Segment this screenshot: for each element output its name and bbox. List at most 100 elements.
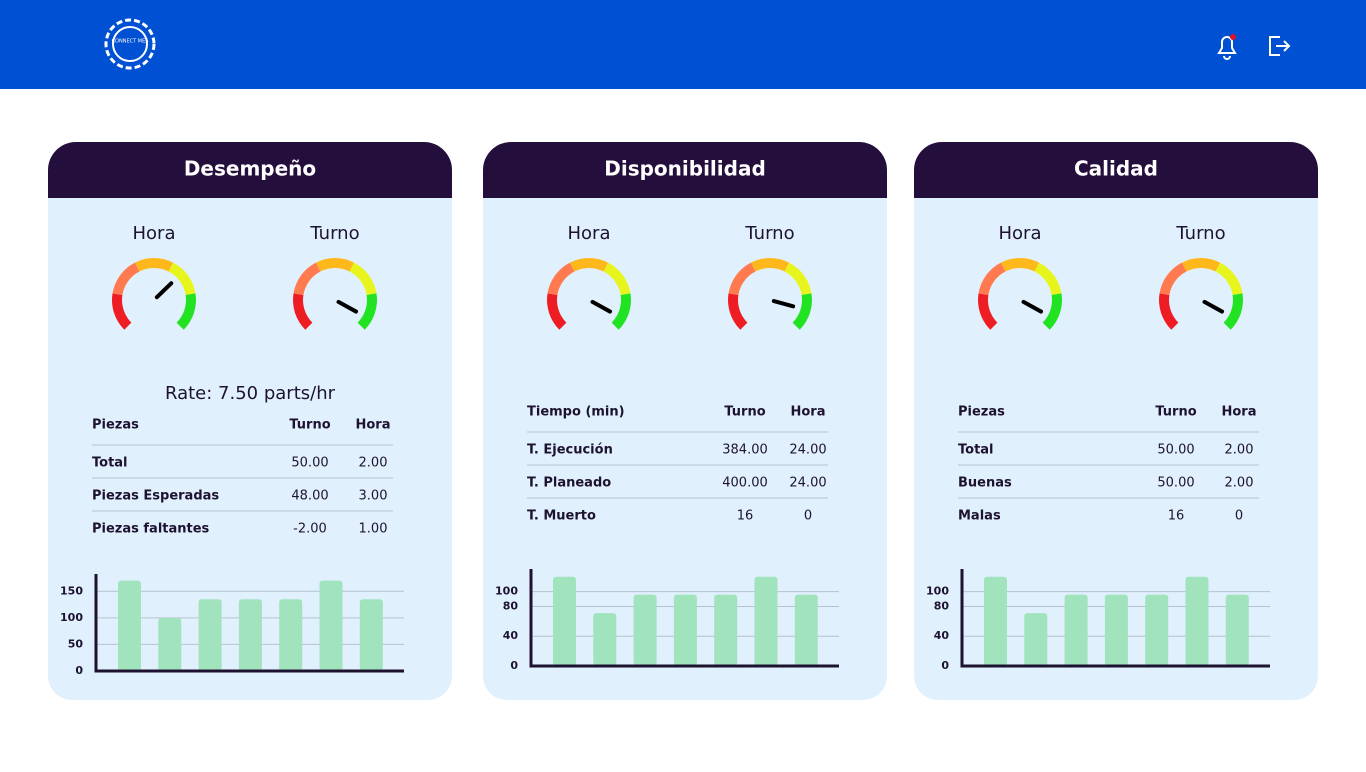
y-tick-label: 100 <box>60 611 83 624</box>
y-tick-label: 80 <box>934 599 950 612</box>
gauge-segment <box>1215 262 1243 296</box>
table-cell: Piezas faltantes <box>92 522 210 537</box>
panel-card <box>48 142 452 700</box>
table-cell: 1.00 <box>359 522 388 537</box>
table-cell: T. Planeado <box>527 476 611 491</box>
notifications-icon[interactable] <box>1217 34 1237 60</box>
y-tick-label: 150 <box>60 584 83 597</box>
table-cell: T. Ejecución <box>527 443 613 458</box>
gauge-needle <box>1202 299 1225 314</box>
bar <box>754 576 778 666</box>
gauge-segment <box>547 293 567 330</box>
table-cell: 24.00 <box>789 476 826 491</box>
axis <box>960 569 1270 668</box>
table-header: Piezas <box>958 405 1005 420</box>
table-cell: 0 <box>1235 509 1243 524</box>
gauge-segment <box>293 262 321 296</box>
logout-icon[interactable] <box>1269 36 1291 56</box>
table-cell: 24.00 <box>789 443 826 458</box>
bar <box>633 594 657 666</box>
y-tick-label: 40 <box>934 629 950 642</box>
bar <box>1225 594 1249 666</box>
bar <box>198 599 222 671</box>
gauge-segment <box>611 293 631 330</box>
brand: CONNECT MES <box>112 39 149 45</box>
gauge-label: Hora <box>999 223 1042 244</box>
logo[interactable]: CONNECT MES <box>104 18 156 70</box>
gauge-segment <box>728 262 756 296</box>
bar <box>319 580 343 671</box>
gauge-label: Turno <box>1175 223 1225 244</box>
gauge-segment <box>176 293 196 330</box>
bar <box>1104 594 1128 666</box>
table-header: Hora <box>791 405 826 420</box>
table-cell: 400.00 <box>722 476 768 491</box>
table-cell: 0 <box>804 509 812 524</box>
table-cell: T. Muerto <box>527 509 596 524</box>
panel-title: Disponibilidad <box>604 157 766 181</box>
table-cell: -2.00 <box>293 522 327 537</box>
gauge-segment <box>750 258 790 272</box>
table-cell: 16 <box>737 509 754 524</box>
table-cell: 2.00 <box>1225 476 1254 491</box>
bar <box>714 594 738 666</box>
table-cell: 384.00 <box>722 443 768 458</box>
bar <box>794 594 818 666</box>
gauge-needle <box>771 299 796 309</box>
axis <box>529 569 839 668</box>
y-tick-label: 100 <box>495 585 518 598</box>
bar <box>553 576 576 666</box>
table-cell: Piezas Esperadas <box>92 489 219 504</box>
gauge-label: Hora <box>133 223 176 244</box>
table-cell: 48.00 <box>291 489 328 504</box>
panel-card <box>914 142 1318 700</box>
y-tick-label: 0 <box>75 664 83 677</box>
bar <box>1145 594 1169 666</box>
table-header: Tiempo (min) <box>527 405 625 420</box>
bar <box>593 613 617 666</box>
table-cell: 2.00 <box>359 456 388 471</box>
gauge-segment <box>168 262 196 296</box>
gauge-segment <box>547 262 575 296</box>
gauge-segment <box>1042 293 1062 330</box>
panel: Desempeño Hora Turno Rate: 7.50 parts/hr Pie… <box>48 142 452 700</box>
table-header: Hora <box>1222 405 1257 420</box>
bar <box>279 599 303 671</box>
panel-header <box>483 142 887 198</box>
top-bar <box>0 0 1366 89</box>
gauge-segment <box>112 262 140 296</box>
y-tick-label: 50 <box>68 637 84 650</box>
table-cell: 50.00 <box>1157 443 1194 458</box>
gauge-segment <box>784 262 812 296</box>
bar <box>238 599 262 671</box>
gauge-segment <box>1000 258 1040 272</box>
gauge-segment <box>1034 262 1062 296</box>
gauge-segment <box>728 293 748 330</box>
panel-card <box>483 142 887 700</box>
y-tick-label: 0 <box>941 659 949 672</box>
bar <box>1185 576 1209 666</box>
gauge-segment <box>134 258 174 272</box>
gauge-segment <box>978 293 998 330</box>
bar <box>118 580 141 671</box>
gauge-segment <box>792 293 812 330</box>
table-cell: 16 <box>1168 509 1185 524</box>
bar <box>1024 613 1048 666</box>
table-header: Turno <box>1155 405 1196 420</box>
gauge-segment <box>1159 293 1179 330</box>
panel-title: Calidad <box>1074 157 1158 181</box>
rate: Rate: 7.50 parts/hr <box>165 383 336 404</box>
table-cell: 50.00 <box>1157 476 1194 491</box>
y-tick-label: 40 <box>503 629 519 642</box>
panel-header <box>914 142 1318 198</box>
bar <box>673 594 697 666</box>
bar <box>359 599 383 671</box>
gauge-segment <box>357 293 377 330</box>
panel: Calidad Hora Turno Piezas Turno Hora Total 50.0… <box>914 142 1318 700</box>
table-header: Hora <box>356 418 391 433</box>
panel: Disponibilidad Hora Turno Tiempo (min) Turno… <box>483 142 887 700</box>
y-tick-label: 100 <box>926 585 949 598</box>
table-cell: Malas <box>958 509 1001 524</box>
